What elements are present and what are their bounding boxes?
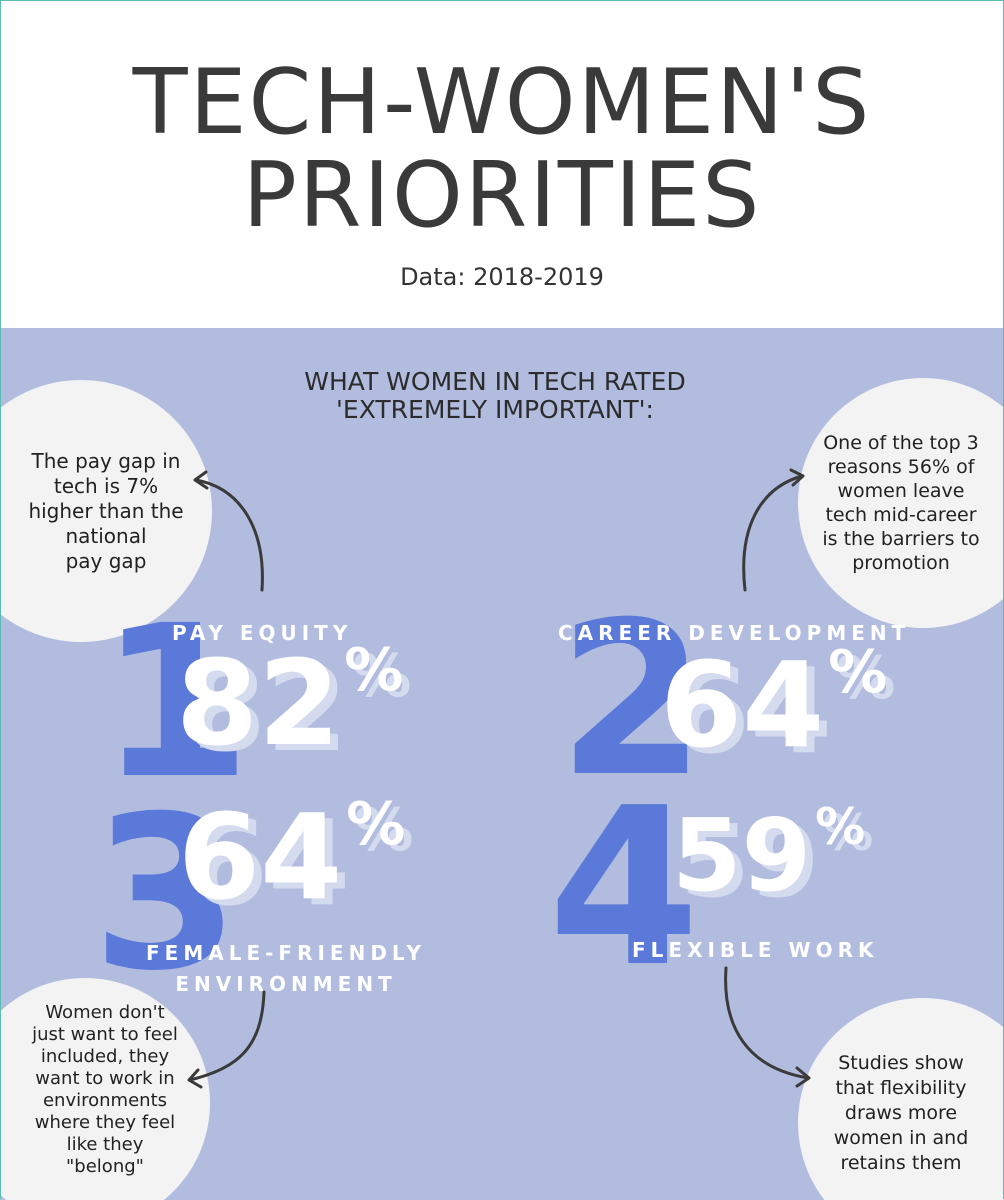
percent-career-development: 64% (660, 642, 887, 764)
arrowhead (795, 1066, 811, 1088)
connector-arrows (187, 468, 811, 1089)
percent-pay-equity: 82% (176, 640, 403, 762)
note-bubble-belonging: Women don't just want to feel included, … (0, 978, 210, 1200)
percent-value: 64 (660, 636, 825, 774)
note-line: just want to feel (32, 1024, 178, 1045)
note-line: reasons 56% of (827, 456, 975, 478)
page-title-line-1: TECH-WOMEN'S (132, 50, 872, 155)
percent-sign: % (346, 789, 406, 858)
note-line: tech is 7% (53, 473, 159, 498)
priority-label-line: ENVIRONMENT (175, 972, 397, 996)
note-line: national (65, 523, 147, 548)
priority-label-line: FEMALE-FRIENDLY (146, 941, 427, 965)
note-line: Studies show (838, 1051, 964, 1074)
priority-label-pay-equity: PAY EQUITY (172, 621, 353, 645)
note-line: that flexibility (835, 1076, 967, 1099)
arrow-to-pay-gap-note (194, 478, 264, 592)
priority-label-flexible-work: FLEXIBLE WORK (632, 938, 879, 962)
arrowhead (789, 468, 805, 487)
section-heading-line-2: 'EXTREMELY IMPORTANT': (336, 395, 654, 424)
note-line: promotion (852, 552, 950, 574)
arrow-to-career-note (742, 474, 804, 592)
priorities-panel: WHAT WOMEN IN TECH RATED 'EXTREMELY IMPO… (0, 328, 1004, 1200)
note-line: higher than the (28, 498, 184, 523)
note-line: tech mid-career (825, 504, 977, 526)
note-line: Women don't (45, 1002, 165, 1023)
percent-sign: % (828, 637, 888, 706)
note-bubble-pay-gap: The pay gap in tech is 7% higher than th… (0, 380, 212, 642)
note-line: like they (66, 1134, 144, 1155)
rank-number-1: 1 (98, 580, 252, 825)
note-line: pay gap (65, 548, 147, 573)
arrowhead (193, 470, 209, 490)
percent-sign: % (815, 798, 866, 856)
arrow-to-flexibility-note (724, 966, 810, 1080)
note-bubble-career: One of the top 3 reasons 56% of women le… (798, 378, 1004, 628)
section-heading-line-1: WHAT WOMEN IN TECH RATED (304, 367, 686, 396)
note-line: One of the top 3 (823, 432, 979, 454)
section-heading: WHAT WOMEN IN TECH RATED 'EXTREMELY IMPO… (0, 368, 990, 424)
note-line: women leave (837, 480, 965, 502)
priority-label-career-development: CAREER DEVELOPMENT (558, 621, 911, 645)
note-line: The pay gap in (31, 448, 181, 473)
arrow-to-belonging-note (188, 990, 266, 1082)
note-line: is the barriers to (822, 528, 980, 550)
note-line: draws more (844, 1101, 958, 1124)
percent-value: 82 (176, 634, 341, 772)
percent-female-friendly: 64% (178, 794, 405, 916)
page-title-line-2: PRIORITIES (242, 143, 762, 248)
note-line: retains them (840, 1151, 962, 1174)
percent-flexible-work: 59% (672, 802, 865, 906)
arrowhead (187, 1068, 203, 1089)
note-line: where they feel (34, 1112, 176, 1133)
rank-number-4: 4 (548, 762, 700, 1015)
note-line: included, they (40, 1046, 170, 1067)
note-line: "belong" (66, 1156, 144, 1177)
rank-number-3: 3 (92, 770, 240, 1017)
note-line: environments (42, 1090, 167, 1111)
note-line: women in and (833, 1126, 969, 1149)
header: TECH-WOMEN'S PRIORITIES Data: 2018-2019 (0, 0, 1004, 328)
data-range-subtitle: Data: 2018-2019 (400, 263, 604, 291)
note-line: want to work in (35, 1068, 175, 1089)
percent-sign: % (344, 635, 404, 704)
percent-value: 64 (178, 788, 343, 926)
rank-number-2: 2 (558, 576, 706, 823)
percent-value: 59 (672, 797, 812, 914)
priority-label-female-friendly: FEMALE-FRIENDLY ENVIRONMENT (146, 938, 426, 1000)
